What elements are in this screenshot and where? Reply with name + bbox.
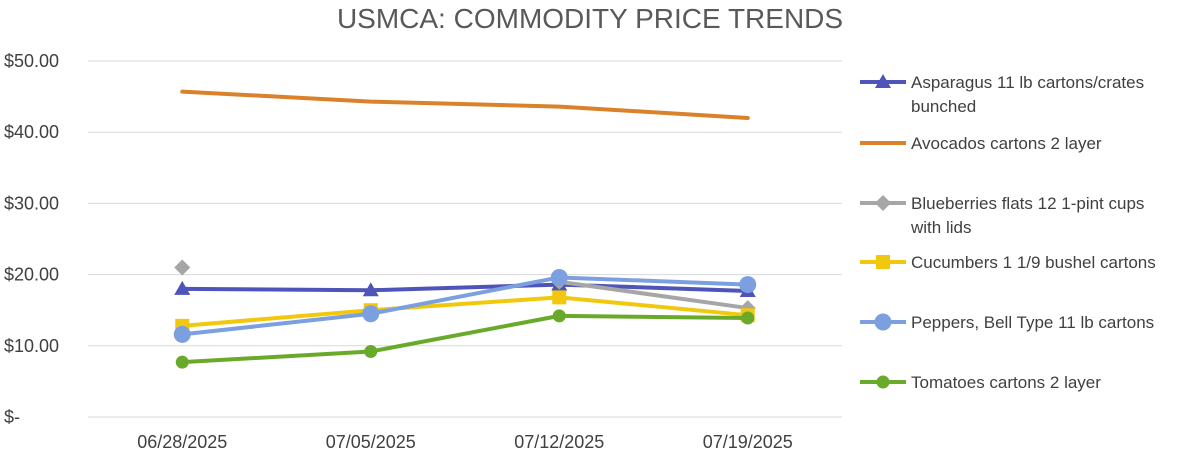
legend-item: Peppers, Bell Type 11 lb cartons [860, 313, 1154, 332]
legend-label: Asparagus 11 lb cartons/crates [911, 73, 1144, 92]
x-tick-label: 07/05/2025 [326, 432, 416, 451]
legend-label: Tomatoes cartons 2 layer [911, 373, 1101, 392]
legend-label: Blueberries flats 12 1-pint cups [911, 194, 1144, 213]
y-tick-label: $30.00 [4, 193, 59, 213]
series-1 [180, 89, 750, 120]
y-tick-label: $40.00 [4, 122, 59, 142]
x-axis-tick-labels: 06/28/2025 07/05/2025 07/12/2025 07/19/2025 [137, 432, 793, 451]
series-line [180, 89, 750, 120]
data-point [552, 309, 566, 323]
legend-marker [874, 313, 892, 331]
data-point [550, 268, 568, 286]
legend-item: Blueberries flats 12 1-pint cups with lid… [860, 194, 1144, 237]
legend-label: Peppers, Bell Type 11 lb cartons [911, 313, 1154, 332]
legend-label: Cucumbers 1 1/9 bushel cartons [911, 253, 1156, 272]
data-point [175, 355, 189, 369]
data-point [362, 305, 380, 323]
series-line [180, 313, 750, 365]
series-lines [173, 89, 757, 369]
legend: Asparagus 11 lb cartons/crates bunched Avo… [860, 73, 1156, 392]
x-tick-label: 06/28/2025 [137, 432, 227, 451]
legend-item: Asparagus 11 lb cartons/crates bunched [860, 73, 1144, 116]
data-point [174, 259, 191, 276]
y-tick-label: $20.00 [4, 265, 59, 285]
series-4 [173, 268, 757, 343]
legend-marker [876, 255, 890, 269]
y-axis-tick-labels: $- $10.00 $20.00 $30.00 $40.00 $50.00 [4, 51, 59, 427]
gridlines [88, 60, 842, 418]
legend-marker [875, 74, 891, 88]
series-line [180, 295, 750, 328]
chart-title: USMCA: COMMODITY PRICE TRENDS [337, 3, 843, 34]
data-point [174, 280, 191, 295]
legend-item: Tomatoes cartons 2 layer [860, 373, 1101, 392]
y-tick-label: $- [4, 407, 20, 427]
data-point [364, 344, 378, 358]
data-point [552, 290, 567, 305]
y-tick-label: $10.00 [4, 336, 59, 356]
legend-item: Cucumbers 1 1/9 bushel cartons [860, 253, 1156, 272]
legend-item: Avocados cartons 2 layer [860, 134, 1102, 153]
series-line [180, 275, 750, 337]
data-point [362, 282, 379, 297]
legend-label: bunched [911, 97, 976, 116]
legend-label: Avocados cartons 2 layer [911, 134, 1102, 153]
series-line [557, 279, 750, 311]
series-5 [175, 309, 755, 369]
data-point [739, 276, 757, 294]
legend-marker [876, 375, 890, 389]
series-line [180, 282, 750, 293]
x-tick-label: 07/19/2025 [703, 432, 793, 451]
y-tick-label: $50.00 [4, 51, 59, 71]
data-point [741, 311, 755, 325]
legend-label: with lids [910, 218, 971, 237]
data-point [173, 325, 191, 343]
x-tick-label: 07/12/2025 [514, 432, 604, 451]
legend-marker [875, 195, 891, 211]
